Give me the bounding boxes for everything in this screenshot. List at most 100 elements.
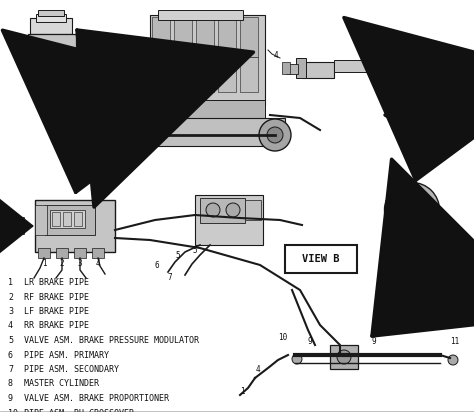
- Bar: [74, 212, 82, 226]
- Text: VIEW B: VIEW B: [302, 254, 340, 264]
- Bar: [35, 200, 115, 252]
- Text: 1: 1: [8, 278, 13, 287]
- Bar: [196, 17, 214, 57]
- Bar: [28, 34, 76, 56]
- Bar: [285, 245, 357, 273]
- Bar: [30, 18, 72, 34]
- Bar: [152, 57, 170, 92]
- Bar: [409, 61, 412, 71]
- Bar: [245, 200, 261, 220]
- Text: 7: 7: [168, 274, 173, 283]
- Text: 9: 9: [8, 394, 13, 403]
- Bar: [393, 61, 396, 71]
- Text: 1: 1: [240, 388, 244, 396]
- Text: 4: 4: [273, 51, 278, 59]
- Text: VALVE ASM. BRAKE PRESSURE MODULATOR: VALVE ASM. BRAKE PRESSURE MODULATOR: [24, 336, 199, 345]
- Bar: [92, 248, 104, 258]
- Bar: [52, 212, 60, 226]
- Text: LF BRAKE PIPE: LF BRAKE PIPE: [24, 307, 89, 316]
- Ellipse shape: [122, 119, 154, 151]
- Bar: [334, 60, 384, 72]
- Bar: [58, 46, 66, 62]
- Text: 10: 10: [278, 332, 288, 342]
- Bar: [385, 61, 388, 71]
- Text: 6: 6: [42, 75, 46, 84]
- Text: 1: 1: [42, 260, 46, 269]
- Bar: [28, 54, 42, 62]
- Text: 5: 5: [176, 250, 180, 260]
- Bar: [413, 61, 416, 71]
- Text: 2: 2: [8, 293, 13, 302]
- Bar: [63, 212, 71, 226]
- Bar: [389, 61, 392, 71]
- Bar: [158, 10, 243, 20]
- Bar: [36, 14, 66, 22]
- Bar: [38, 10, 64, 16]
- Bar: [174, 17, 192, 57]
- Text: RR BRAKE PIPE: RR BRAKE PIPE: [24, 321, 89, 330]
- Text: RF BRAKE PIPE: RF BRAKE PIPE: [24, 293, 89, 302]
- Ellipse shape: [424, 208, 428, 212]
- Ellipse shape: [417, 196, 421, 200]
- Ellipse shape: [403, 196, 407, 200]
- Text: 8: 8: [8, 379, 13, 389]
- Ellipse shape: [130, 127, 146, 143]
- Ellipse shape: [396, 208, 400, 212]
- Bar: [218, 17, 236, 57]
- Text: MASTER CYLINDER: MASTER CYLINDER: [24, 379, 99, 389]
- Bar: [35, 205, 47, 235]
- Bar: [50, 210, 85, 228]
- Text: 5: 5: [193, 246, 197, 255]
- Text: 3: 3: [78, 260, 82, 269]
- Bar: [397, 61, 400, 71]
- Bar: [296, 58, 306, 78]
- Ellipse shape: [403, 220, 407, 224]
- Text: 6: 6: [8, 351, 13, 360]
- Bar: [330, 345, 358, 369]
- Text: 7: 7: [30, 80, 34, 89]
- Ellipse shape: [292, 354, 302, 364]
- Text: PIPE ASM. PRIMARY: PIPE ASM. PRIMARY: [24, 351, 109, 360]
- Bar: [240, 57, 258, 92]
- Text: 9: 9: [372, 337, 376, 346]
- Bar: [44, 54, 54, 62]
- Bar: [150, 15, 265, 105]
- Ellipse shape: [226, 203, 240, 217]
- Text: PIPE ASM. RH CROSSOVER: PIPE ASM. RH CROSSOVER: [24, 409, 134, 412]
- Text: VALVE ASM. BRAKE PROPORTIONER: VALVE ASM. BRAKE PROPORTIONER: [24, 394, 169, 403]
- Text: PIPE ASM. SECONDARY: PIPE ASM. SECONDARY: [24, 365, 119, 374]
- Bar: [196, 57, 214, 92]
- Bar: [74, 248, 86, 258]
- Bar: [302, 62, 334, 78]
- Bar: [401, 61, 404, 71]
- Text: 4: 4: [8, 321, 13, 330]
- Text: B: B: [13, 222, 18, 230]
- Text: 9: 9: [308, 337, 312, 346]
- Bar: [218, 57, 236, 92]
- Ellipse shape: [384, 183, 439, 237]
- Text: 2: 2: [60, 260, 64, 269]
- Bar: [45, 205, 95, 235]
- Bar: [282, 62, 290, 74]
- Text: 7: 7: [8, 365, 13, 374]
- Ellipse shape: [394, 192, 430, 228]
- Text: 6: 6: [155, 260, 159, 269]
- Bar: [240, 17, 258, 57]
- Bar: [195, 195, 263, 245]
- Ellipse shape: [206, 203, 220, 217]
- Text: 11: 11: [450, 337, 460, 346]
- Bar: [152, 17, 170, 57]
- Bar: [405, 61, 408, 71]
- Text: 3: 3: [8, 307, 13, 316]
- Bar: [286, 64, 298, 74]
- Ellipse shape: [403, 201, 421, 219]
- Bar: [8, 218, 24, 234]
- Bar: [56, 248, 68, 258]
- Ellipse shape: [267, 127, 283, 143]
- Text: 8: 8: [55, 80, 60, 89]
- Text: 5: 5: [8, 336, 13, 345]
- Text: LR BRAKE PIPE: LR BRAKE PIPE: [24, 278, 89, 287]
- Text: 4: 4: [96, 260, 100, 269]
- Ellipse shape: [259, 119, 291, 151]
- Text: 10: 10: [8, 409, 18, 412]
